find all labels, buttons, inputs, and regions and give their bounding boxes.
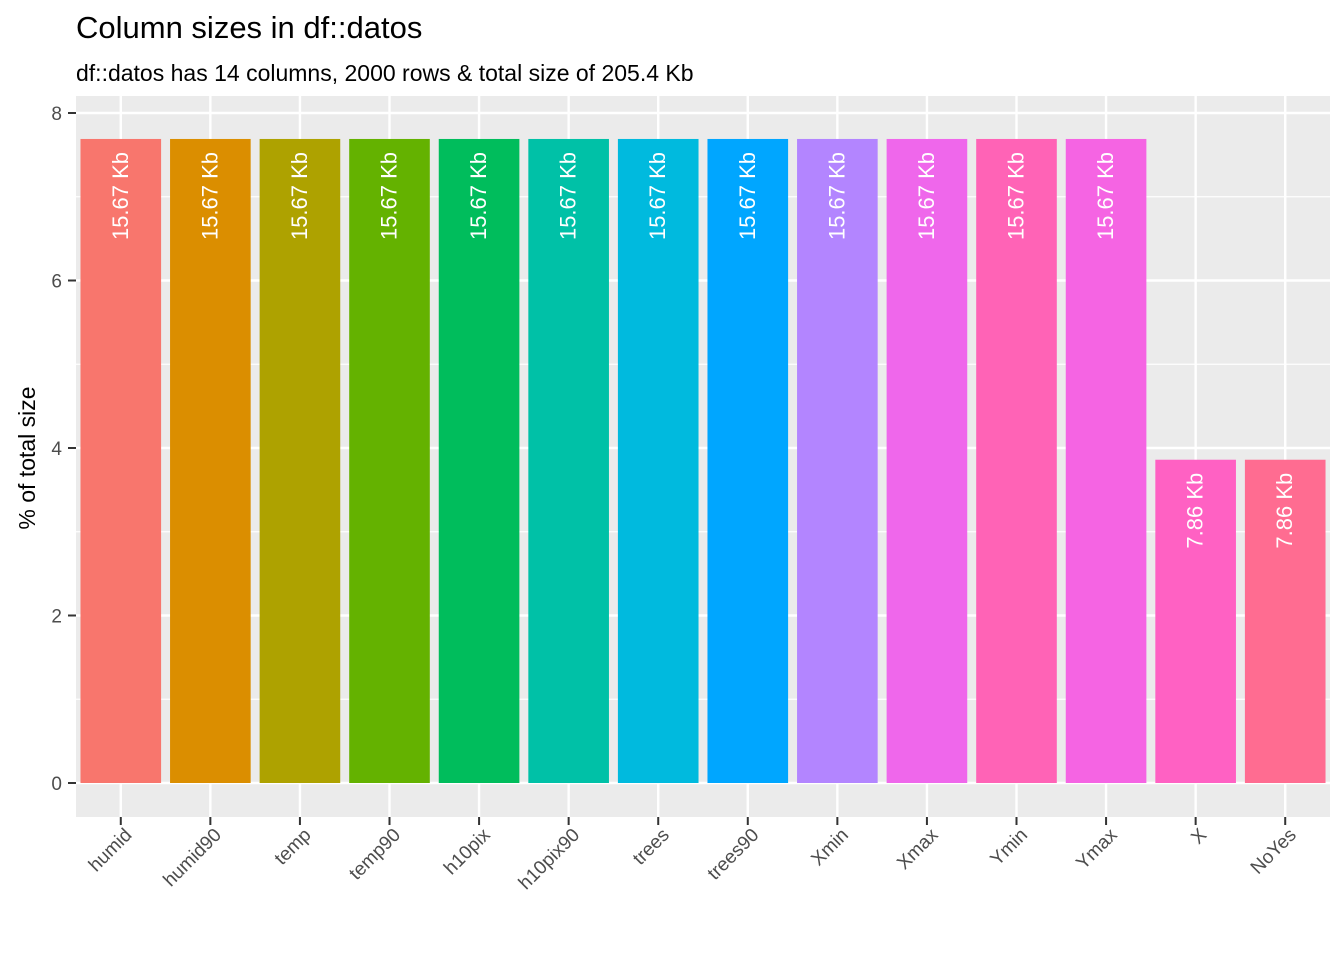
y-tick-label: 0 — [51, 774, 62, 795]
bar-labels: 15.67 Kb 15.67 Kb 15.67 Kb 15.67 Kb 15.67 Kb… — [108, 152, 1297, 549]
bar-label: 15.67 Kb — [824, 152, 849, 240]
bar-trees — [617, 138, 699, 783]
x-tick-label: h10pix — [440, 824, 495, 879]
x-tick-label: h10pix90 — [515, 825, 584, 894]
bar-trees90 — [707, 138, 789, 783]
bar-label: 7.86 Kb — [1183, 473, 1208, 549]
x-tick-label: temp90 — [345, 825, 405, 885]
bar-label: 7.86 Kb — [1272, 473, 1297, 549]
bar-label: 15.67 Kb — [1093, 152, 1118, 240]
bar-label: 15.67 Kb — [287, 152, 312, 240]
chart-title: Column sizes in df::datos — [76, 10, 423, 45]
x-tick-label: trees90 — [704, 825, 764, 885]
x-tick-label: temp — [271, 825, 316, 870]
bar-label: 15.67 Kb — [466, 152, 491, 240]
bar-label: 15.67 Kb — [556, 152, 581, 240]
bars — [80, 138, 1326, 783]
bar-Ymax — [1065, 138, 1147, 783]
x-tick-label: Xmax — [893, 824, 943, 874]
bar-h10pix90 — [528, 138, 609, 783]
bar-humid — [80, 138, 162, 783]
bar-label: 15.67 Kb — [735, 152, 760, 240]
bar-Ymin — [976, 138, 1057, 783]
x-tick-label: humid — [85, 825, 136, 876]
y-tick-label: 4 — [51, 439, 62, 460]
x-axis: humid humid90 temp temp90 h10pix h10pix90 tree… — [85, 817, 1301, 894]
bar-label: 15.67 Kb — [914, 152, 939, 240]
x-tick-label: Ymax — [1072, 824, 1122, 874]
bar-label: 15.67 Kb — [645, 152, 670, 240]
y-tick-label: 8 — [51, 104, 62, 125]
x-tick-label: X — [1187, 824, 1211, 848]
bar-temp — [259, 138, 341, 783]
bar-label: 15.67 Kb — [197, 152, 222, 240]
x-tick-label: humid90 — [160, 825, 226, 891]
bar-label: 15.67 Kb — [108, 152, 133, 240]
y-axis-title: % of total size — [14, 386, 40, 529]
x-tick-label: NoYes — [1247, 825, 1301, 879]
bar-humid90 — [170, 138, 251, 783]
bar-label: 15.67 Kb — [1004, 152, 1029, 240]
chart-subtitle: df::datos has 14 columns, 2000 rows & to… — [76, 60, 694, 86]
bar-label: 15.67 Kb — [377, 152, 402, 240]
bar-Xmax — [886, 138, 968, 783]
bar-X — [1155, 459, 1236, 783]
bar-Xmin — [797, 138, 878, 783]
y-tick-label: 6 — [51, 272, 62, 293]
bar-NoYes — [1244, 459, 1326, 783]
x-tick-label: trees — [629, 825, 674, 870]
bar-temp90 — [349, 138, 430, 783]
x-tick-label: Ymin — [987, 825, 1032, 870]
bar-h10pix — [438, 138, 520, 783]
x-tick-label: Xmin — [807, 825, 852, 870]
y-tick-label: 2 — [51, 607, 62, 628]
y-axis: 0 2 4 6 8 — [51, 104, 76, 795]
